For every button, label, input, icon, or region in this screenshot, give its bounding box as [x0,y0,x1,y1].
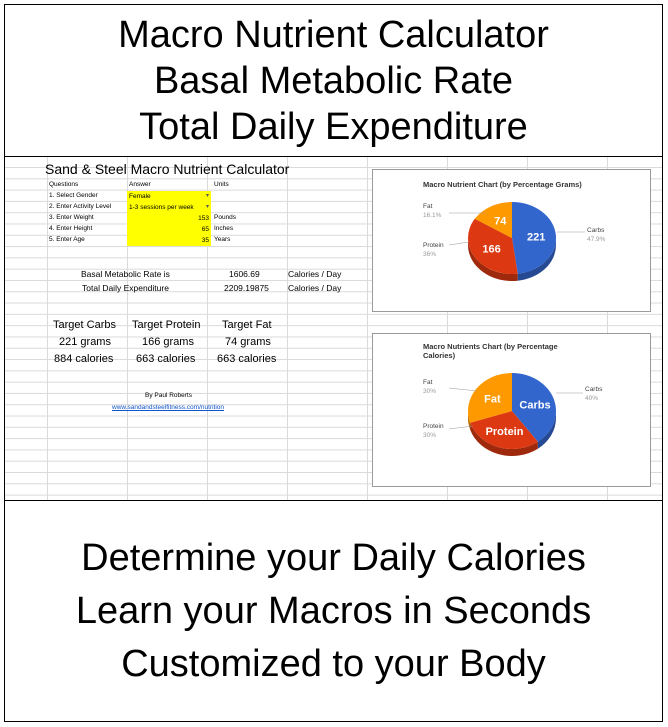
legend-label-protein: Protein [423,423,444,430]
tagline-line-2: Learn your Macros in Seconds [75,589,592,632]
slice-label-carbs: 221 [527,232,545,244]
legend-percent-carbs: 40% [585,395,598,402]
pie-slice-fat [468,373,512,423]
target-fat-grams: 74 grams [225,336,271,348]
tde-unit: Calories / Day [288,283,342,293]
top-banner: Macro Nutrient Calculator Basal Metaboli… [4,4,663,157]
chart-2-title-line-1: Macro Nutrients Chart (by Percentage [423,342,558,351]
tde-value: 2209.19875 [224,283,269,293]
legend-label-carbs: Carbs [587,227,605,234]
pie-side-carbs [517,238,556,281]
slice-label-carbs: Carbs [519,400,550,412]
dropdown-arrow-icon[interactable]: ▾ [205,193,209,199]
legend-percent-protein: 36% [423,251,436,258]
chart-percentage-calories: Macro Nutrients Chart (by Percentage Cal… [372,333,651,487]
header-units: Units [214,181,229,188]
sheet-title: Sand & Steel Macro Nutrient Calculator [45,161,290,177]
leader-line [448,425,474,430]
activity-select[interactable]: 1-3 sessions per week ▾ [127,202,211,213]
chart-1-svg: 221 166 74 Carbs 47.9% Protein 36% Fat 16.1% [423,202,606,281]
target-protein-calories: 663 calories [136,353,196,365]
legend-label-carbs: Carbs [585,386,603,393]
target-protein-grams: 166 grams [142,336,194,348]
weight-input[interactable]: 153 [127,213,211,224]
bottom-banner: Determine your Daily Calories Learn your… [4,500,663,722]
pie-side-carbs [537,411,556,449]
leader-line [448,241,470,246]
legend-label-fat: Fat [423,203,433,210]
header-answer: Answer [129,181,151,188]
legend-label-protein: Protein [423,242,444,249]
chart-2-title-line-2: Calories) [423,351,456,360]
chart-percentage-grams: Macro Nutrient Chart (by Percentage Gram… [372,169,651,312]
age-input[interactable]: 35 [127,235,211,246]
height-input[interactable]: 65 [127,224,211,235]
dropdown-arrow-icon[interactable]: ▾ [205,204,209,210]
legend-percent-fat: 30% [423,388,436,395]
question-weight: 3. Enter Weight [49,214,94,221]
slice-label-protein: Protein [486,426,524,438]
target-carbs-calories: 884 calories [54,353,114,365]
activity-value: 1-3 sessions per week [129,204,194,211]
banner-title-line-2: Basal Metabolic Rate [153,59,514,102]
pie-slice-fat [474,202,512,238]
chart-2-svg: Carbs Protein Fat Carbs 40% Protein 30% Fat 30% [423,373,603,456]
target-carbs-grams: 221 grams [59,336,111,348]
weight-unit: Pounds [214,214,237,221]
legend-label-fat: Fat [423,379,433,386]
bmr-value: 1606.69 [229,269,260,279]
tde-label: Total Daily Expenditure [82,283,169,293]
header-questions: Questions [49,181,79,188]
question-age: 5. Enter Age [49,236,85,243]
website-link[interactable]: www.sandandsteelfitness.com/nutrition [112,404,225,411]
slice-label-fat: 74 [494,216,507,228]
bmr-unit: Calories / Day [288,269,342,279]
bmr-label: Basal Metabolic Rate is [81,269,170,279]
target-protein-label: Target Protein [132,319,201,331]
spreadsheet: Sand & Steel Macro Nutrient Calculator Q… [4,157,663,500]
pie-slice-protein [470,411,538,449]
target-fat-calories: 663 calories [217,353,277,365]
pie-side-protein [470,422,538,456]
target-fat-label: Target Fat [222,319,272,331]
pie-side-fat [468,411,471,430]
gender-select[interactable]: Female ▾ [127,191,211,202]
pie-slice-protein [468,218,518,274]
pie-slice-carbs [512,202,557,274]
author-credit: By Paul Roberts [145,392,192,399]
slice-label-protein: 166 [482,244,500,256]
tagline-line-1: Determine your Daily Calories [81,536,586,579]
chart-1-title: Macro Nutrient Chart (by Percentage Gram… [423,180,582,189]
legend-percent-fat: 16.1% [423,212,442,219]
height-unit: Inches [214,225,234,232]
pie-side-protein [468,238,518,281]
legend-percent-protein: 30% [423,432,436,439]
leader-line [448,387,478,392]
question-gender: 1. Select Gender [49,192,98,199]
pie-slice-carbs [512,373,556,442]
banner-title-line-1: Macro Nutrient Calculator [118,13,549,56]
age-unit: Years [214,236,231,243]
question-activity: 2. Enter Activity Level [49,203,112,210]
gender-value: Female [129,193,151,200]
legend-percent-carbs: 47.9% [587,236,606,243]
banner-title-line-3: Total Daily Expenditure [139,105,528,148]
slice-label-fat: Fat [484,394,501,406]
tagline-line-3: Customized to your Body [121,642,546,685]
target-carbs-label: Target Carbs [53,319,116,331]
question-height: 4. Enter Height [49,225,93,232]
